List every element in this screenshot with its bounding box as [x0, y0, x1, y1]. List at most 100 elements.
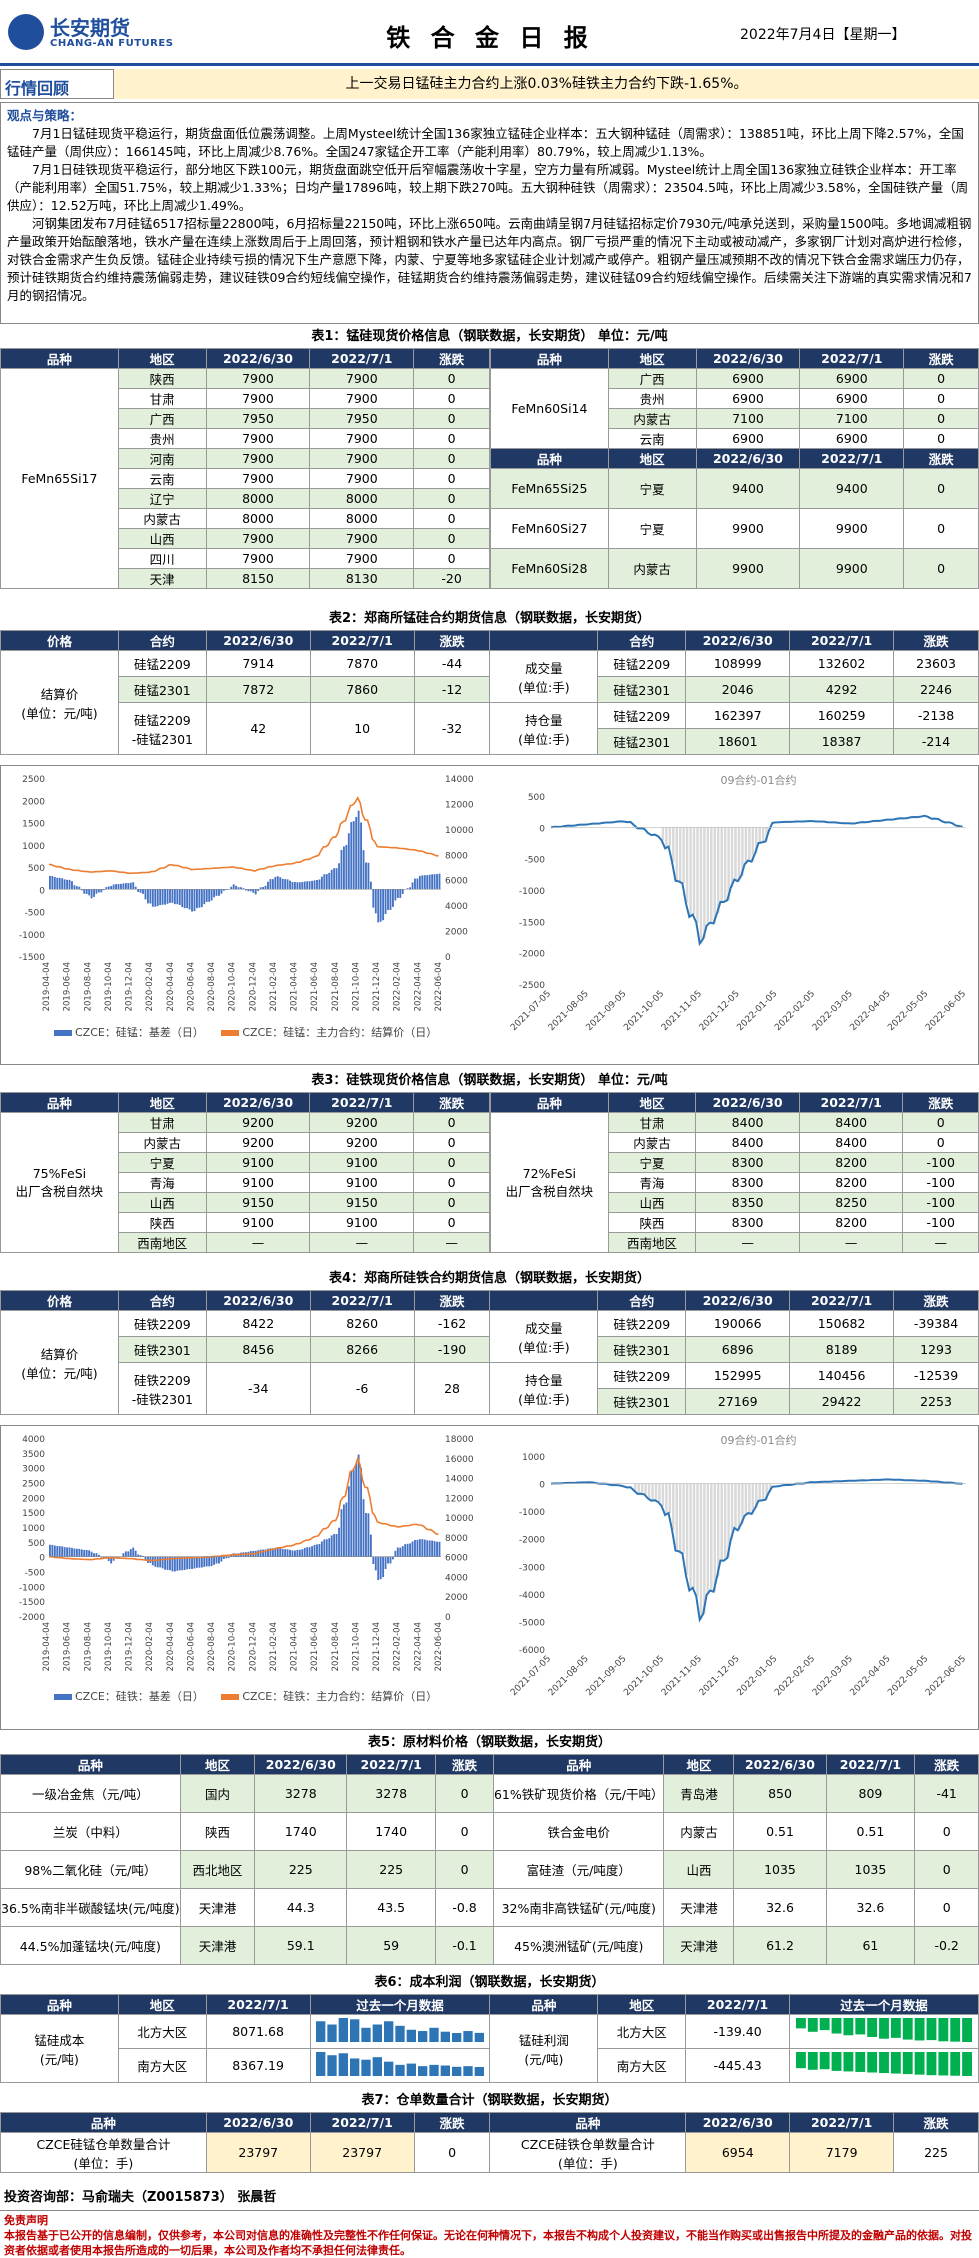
- table-row: FeMn60Si14 广西 6900 6900 0: [490, 368, 979, 449]
- x-tick-label: 2022-06-04: [434, 962, 444, 1011]
- basis-bar: [318, 879, 321, 890]
- basis-bar: [115, 884, 117, 890]
- basis-bar: [431, 874, 434, 890]
- basis-bar: [387, 1556, 389, 1564]
- spread-bar: [761, 827, 765, 843]
- table-cell: 2253: [893, 1388, 979, 1415]
- basis-bar: [220, 1556, 223, 1562]
- basis-bar: [196, 889, 198, 909]
- sparkline-cell: [789, 2048, 979, 2083]
- spread-bar: [682, 1483, 685, 1554]
- spark-bar: [819, 2018, 830, 2031]
- disclaimer: 免责声明 本报告基于已公开的信息编制，仅供参考，本公司对信息的准确性及完整性不作…: [0, 2210, 979, 2258]
- legend-swatch-basis: [54, 1694, 72, 1700]
- basis-bar: [350, 1470, 353, 1557]
- table-header-row: 价格 合约 2022/6/30 2022/7/1 涨跌 合约 2022/6/30 2022/7…: [0, 1290, 979, 1311]
- table-header: 涨跌: [902, 1092, 979, 1113]
- table-cell: 59: [346, 1926, 437, 1965]
- spark-bar: [855, 2018, 866, 2035]
- basis-bar: [227, 1556, 230, 1558]
- basis-bar: [360, 1467, 362, 1557]
- basis-bar: [347, 1486, 350, 1557]
- table-cell: 7900: [309, 428, 415, 449]
- basis-bar: [161, 889, 164, 905]
- table-cell: 天津港: [663, 1888, 735, 1927]
- basis-bar: [110, 1556, 113, 1564]
- spread-bar: [651, 1483, 654, 1501]
- basis-bar: [124, 1551, 127, 1557]
- spread-bar: [678, 827, 682, 882]
- basis-bar: [308, 1547, 311, 1557]
- table-cell: 硅铁2209: [597, 1362, 687, 1389]
- spread-bar: [692, 827, 696, 915]
- table-cell: 云南: [117, 468, 207, 489]
- table-cell: 宁夏: [117, 1152, 207, 1173]
- x-tick-label: 2022-04-04: [413, 962, 423, 1011]
- basis-bar: [122, 1553, 125, 1557]
- table-cell: 9100: [205, 1152, 311, 1173]
- y-tick-label: -1000: [19, 1583, 45, 1593]
- table-cell: 0.51: [733, 1812, 827, 1851]
- table-cell: -34: [205, 1362, 311, 1415]
- x-tick-label: 2021-06-04: [310, 1622, 320, 1671]
- basis-bar: [345, 845, 348, 890]
- basis-bar: [392, 1556, 394, 1560]
- basis-bar: [311, 880, 313, 890]
- table2-title: 表2：郑商所锰硅合约期货信息（钢联数据，长安期货）: [328, 611, 651, 626]
- basis-bar: [66, 1547, 68, 1557]
- x-tick-label: 2020-10-04: [228, 1622, 238, 1671]
- table-row: 75%FeSi 出厂含税自然块 甘肃 9200 9200 0: [0, 1112, 490, 1253]
- basis-bar: [384, 1556, 387, 1569]
- basis-bar: [63, 879, 66, 890]
- table-cell: 32%南非高铁锰矿(元/吨度): [492, 1888, 665, 1927]
- spread-line: [550, 1478, 963, 1623]
- table-header: 品种: [490, 1092, 609, 1113]
- spread-bar: [748, 827, 751, 861]
- y-tick-label: -2500: [519, 981, 545, 991]
- basis-bar: [325, 874, 328, 890]
- spark-bar: [855, 2052, 866, 2072]
- spread-bar: [678, 1483, 682, 1552]
- table-cell: 32.6: [825, 1888, 916, 1927]
- y2-tick-label: 6000: [445, 1554, 468, 1564]
- spark-bar: [902, 2018, 913, 2040]
- spread-bar: [658, 1483, 661, 1503]
- y-tick-label: 0: [539, 824, 545, 834]
- table-header: 2022/7/1: [346, 1754, 437, 1775]
- basis-bar: [316, 1544, 318, 1557]
- basis-bar: [107, 886, 110, 890]
- basis-bar: [269, 1548, 272, 1557]
- table6: 品种 地区 2022/7/1 过去一个月数据 品种 地区 2022/7/1 过去一个月数据 锰硅…: [0, 1994, 979, 2083]
- basis-bar: [156, 889, 159, 907]
- table-header: 2022/7/1: [309, 348, 415, 369]
- table-header: 2022/7/1: [825, 1754, 916, 1775]
- x-tick-label: 2021-08-04: [331, 1622, 341, 1671]
- x-tick-label: 2021-08-04: [331, 962, 341, 1011]
- spark-bar: [938, 2052, 949, 2076]
- spark-bar: [463, 2066, 473, 2076]
- table-header: 地区: [663, 1754, 735, 1775]
- table-cell: 850: [733, 1774, 827, 1813]
- table-cell: 9400: [799, 468, 905, 509]
- x-tick-label: 2020-06-04: [186, 962, 196, 1011]
- basis-bar: [389, 1556, 392, 1564]
- x-tick-label: 2020-06-04: [186, 1622, 196, 1671]
- spread-bar: [741, 1483, 744, 1524]
- y-tick-label: 0: [39, 1554, 45, 1564]
- spread-bar: [717, 827, 720, 914]
- table-header: 价格: [0, 1290, 119, 1311]
- table-header: 品种: [0, 1754, 181, 1775]
- spread-bar: [692, 1483, 696, 1588]
- y2-tick-label: 8000: [445, 851, 468, 861]
- spread-bar: [748, 1483, 751, 1514]
- basis-bar: [186, 889, 189, 909]
- table-header-row: 价格 合约 2022/6/30 2022/7/1 涨跌 合约 2022/6/30 2022/7…: [0, 630, 979, 651]
- logo-en-text: CHANG-AN FUTURES: [50, 38, 174, 49]
- table-cell: 硅锰2301: [117, 676, 207, 703]
- table-row: 36.5%南非半碳酸锰块(元/吨度) 天津港 44.3 43.5 -0.8 32%南非高铁…: [0, 1888, 979, 1927]
- table-cell: 南方大区: [597, 2048, 687, 2083]
- basis-bar: [294, 1550, 296, 1557]
- spread-bar: [744, 1483, 748, 1516]
- spark-bar: [440, 2031, 450, 2042]
- table-cell: 9100: [309, 1152, 415, 1173]
